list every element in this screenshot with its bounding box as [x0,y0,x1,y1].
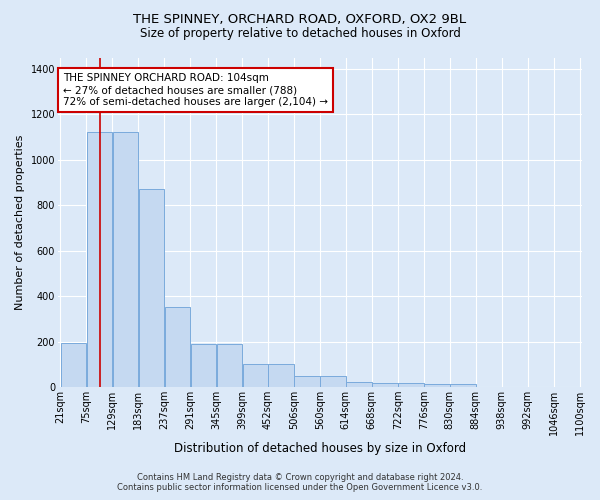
Y-axis label: Number of detached properties: Number of detached properties [15,134,25,310]
Bar [191,344,216,387]
Bar [113,132,138,387]
Bar [242,364,268,387]
Text: Contains HM Land Registry data © Crown copyright and database right 2024.
Contai: Contains HM Land Registry data © Crown c… [118,473,482,492]
Bar [398,383,424,387]
Bar [424,384,449,387]
X-axis label: Distribution of detached houses by size in Oxford: Distribution of detached houses by size … [174,442,466,455]
Text: THE SPINNEY, ORCHARD ROAD, OXFORD, OX2 9BL: THE SPINNEY, ORCHARD ROAD, OXFORD, OX2 9… [133,12,467,26]
Bar [86,132,112,387]
Bar [320,376,346,387]
Bar [372,383,398,387]
Bar [164,308,190,387]
Bar [294,376,320,387]
Bar [139,190,164,387]
Text: THE SPINNEY ORCHARD ROAD: 104sqm
← 27% of detached houses are smaller (788)
72% : THE SPINNEY ORCHARD ROAD: 104sqm ← 27% o… [63,74,328,106]
Bar [217,344,242,387]
Bar [346,382,371,387]
Bar [268,364,293,387]
Text: Size of property relative to detached houses in Oxford: Size of property relative to detached ho… [140,28,460,40]
Bar [61,343,86,387]
Bar [450,384,476,387]
